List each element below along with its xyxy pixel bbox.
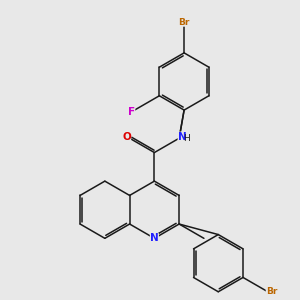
- Text: Br: Br: [266, 287, 277, 296]
- Text: O: O: [122, 132, 131, 142]
- Text: N: N: [178, 132, 187, 142]
- Text: Br: Br: [178, 17, 190, 26]
- Text: N: N: [150, 233, 159, 243]
- Text: H: H: [183, 134, 190, 143]
- Text: F: F: [128, 106, 135, 117]
